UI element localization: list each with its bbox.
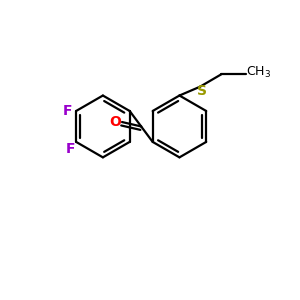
Text: O: O <box>110 115 122 129</box>
Text: F: F <box>65 142 75 156</box>
Text: F: F <box>62 104 72 118</box>
Text: S: S <box>196 84 206 98</box>
Text: CH$_3$: CH$_3$ <box>246 65 271 80</box>
